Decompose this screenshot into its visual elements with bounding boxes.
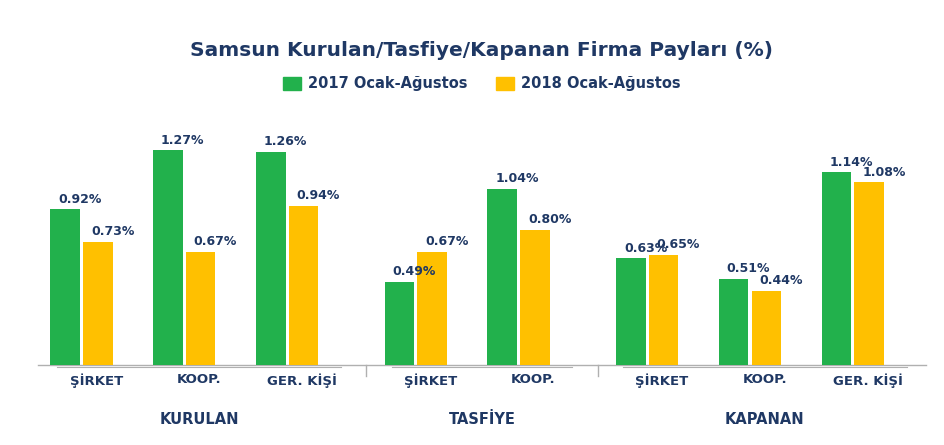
Bar [153,150,182,365]
Bar [821,172,851,365]
Bar [648,255,678,365]
Bar [853,182,883,365]
Text: 1.27%: 1.27% [160,134,204,146]
Bar [718,279,748,365]
Text: 0.51%: 0.51% [726,262,769,275]
Text: 0.80%: 0.80% [528,213,571,226]
Text: 1.26%: 1.26% [263,135,307,148]
Legend: 2017 Ocak-Ağustos, 2018 Ocak-Ağustos: 2017 Ocak-Ağustos, 2018 Ocak-Ağustos [277,70,686,97]
Text: 0.49%: 0.49% [392,265,435,279]
Bar [384,282,413,365]
Text: 1.14%: 1.14% [829,156,872,169]
Bar [256,152,285,365]
Bar [519,230,549,365]
Text: 0.67%: 0.67% [425,235,468,248]
Bar [487,189,516,365]
Text: 0.73%: 0.73% [91,225,134,238]
Text: 0.65%: 0.65% [656,239,700,251]
Bar [615,259,645,365]
Text: 0.44%: 0.44% [759,274,802,287]
Bar [83,242,112,365]
Text: 0.94%: 0.94% [296,189,340,202]
Text: 0.67%: 0.67% [194,235,237,248]
Text: 1.04%: 1.04% [495,172,538,186]
Bar [417,252,447,365]
Text: 0.63%: 0.63% [623,242,666,255]
Bar [750,291,781,365]
Title: Samsun Kurulan/Tasfiye/Kapanan Firma Payları (%): Samsun Kurulan/Tasfiye/Kapanan Firma Pay… [191,41,772,60]
Bar [289,206,318,365]
Bar [186,252,215,365]
Text: 0.92%: 0.92% [59,193,101,206]
Bar [50,210,80,365]
Text: TASFİYE: TASFİYE [448,412,514,427]
Text: KURULAN: KURULAN [160,412,239,427]
Text: 1.08%: 1.08% [862,166,904,179]
Text: KAPANAN: KAPANAN [724,412,803,427]
